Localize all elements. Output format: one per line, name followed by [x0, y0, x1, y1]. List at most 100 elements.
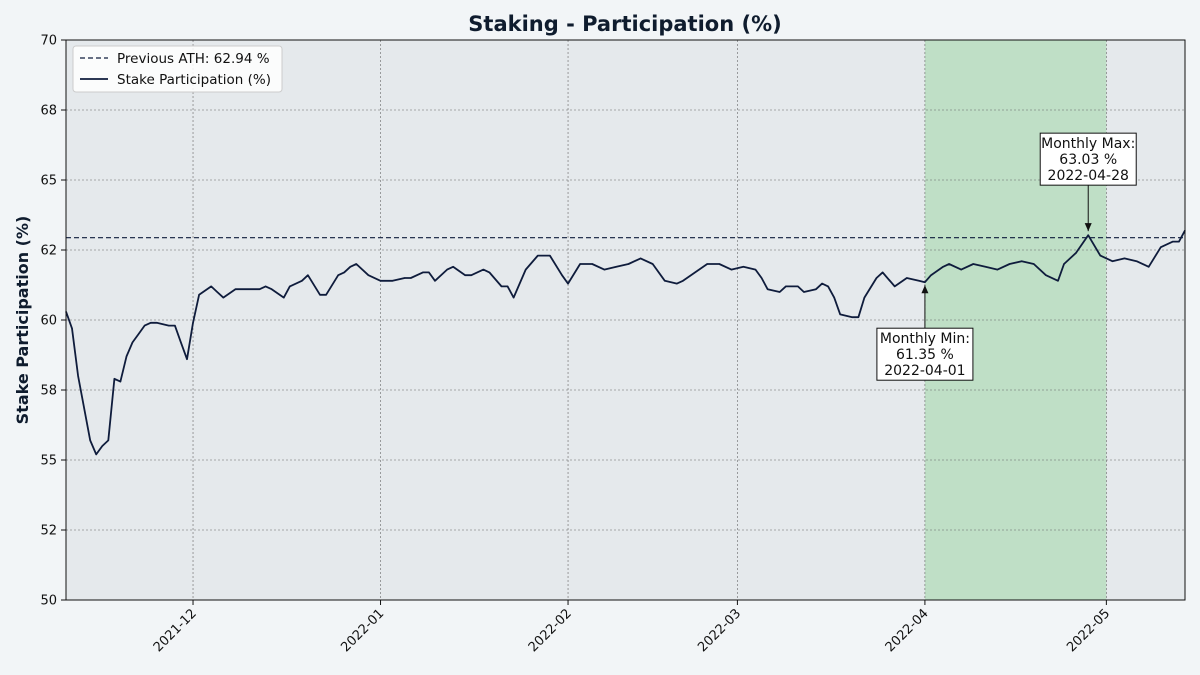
data-point: [525, 269, 527, 271]
data-point: [186, 358, 188, 360]
annotation-text: 61.35 %: [896, 347, 954, 363]
data-point: [561, 274, 563, 276]
data-point: [875, 277, 878, 279]
data-point: [640, 257, 642, 259]
data-point: [392, 280, 394, 282]
data-point: [482, 269, 484, 271]
data-point: [549, 255, 551, 257]
data-point: [325, 294, 327, 296]
data-point: [428, 271, 430, 273]
data-point: [1033, 263, 1035, 265]
y-tick-label: 50: [40, 594, 57, 609]
data-point: [1178, 241, 1180, 243]
annotation-box: [876, 327, 974, 381]
data-point: [1057, 280, 1059, 282]
data-point: [603, 269, 605, 271]
data-point: [579, 263, 581, 265]
data-point: [918, 280, 920, 282]
data-point: [95, 453, 97, 455]
data-point: [216, 291, 218, 293]
data-point: [615, 266, 618, 268]
data-point: [131, 341, 134, 343]
data-point: [258, 288, 261, 290]
data-point: [664, 280, 666, 282]
data-point: [410, 277, 412, 279]
data-point: [839, 313, 841, 315]
annotation-text: Monthly Max:: [1041, 136, 1135, 152]
y-tick-label: 52: [40, 524, 57, 539]
data-point: [379, 280, 382, 282]
data-point: [192, 322, 194, 324]
data-point: [676, 283, 678, 285]
annotation-arrowhead: [921, 285, 929, 294]
x-tick-label: 2022-01: [338, 606, 387, 655]
data-point: [488, 271, 491, 273]
data-point: [960, 269, 962, 271]
data-point: [833, 297, 835, 299]
y-tick-label: 58: [40, 384, 57, 399]
data-point: [1063, 263, 1065, 265]
data-point: [996, 269, 999, 271]
data-point: [730, 269, 732, 271]
data-point: [506, 285, 509, 287]
x-tick-label: 2021-12: [151, 606, 200, 655]
data-point: [797, 285, 799, 287]
data-point: [924, 281, 926, 283]
data-point: [301, 280, 303, 282]
data-point: [942, 266, 944, 268]
data-point: [1160, 246, 1162, 248]
data-point: [760, 277, 763, 279]
data-point: [1075, 252, 1077, 254]
data-point: [803, 291, 805, 293]
data-point: [125, 355, 128, 357]
data-point: [1045, 274, 1047, 276]
data-point: [144, 325, 146, 327]
data-point: [319, 294, 321, 296]
annotation-arrowhead: [1084, 223, 1092, 232]
legend-label-ath: Previous ATH: 62.94 %: [117, 51, 270, 67]
data-point: [742, 266, 745, 268]
data-point: [1087, 234, 1089, 236]
data-point: [1136, 260, 1138, 262]
data-point: [174, 325, 176, 327]
annotation-text: 2022-04-01: [884, 363, 965, 379]
data-point: [1123, 257, 1126, 259]
x-tick-label: 2022-05: [1064, 606, 1113, 655]
x-tick-label: 2022-04: [883, 606, 932, 655]
data-point: [71, 327, 73, 329]
data-point: [101, 445, 103, 447]
data-point: [1021, 260, 1023, 262]
data-point: [464, 274, 466, 276]
data-point: [1111, 260, 1114, 262]
data-point: [718, 263, 720, 265]
legend-label-series: Stake Participation (%): [117, 72, 271, 88]
data-point: [271, 288, 273, 290]
data-point: [210, 285, 212, 287]
data-point: [265, 285, 267, 287]
data-point: [1172, 241, 1174, 243]
data-point: [930, 274, 932, 276]
data-point: [422, 271, 424, 273]
data-point: [150, 322, 152, 324]
data-point: [682, 280, 684, 282]
data-point: [815, 288, 817, 290]
y-tick-label: 60: [40, 314, 57, 329]
data-point: [283, 297, 285, 299]
data-point: [137, 333, 140, 335]
data-point: [591, 263, 593, 265]
data-point: [337, 274, 339, 276]
data-point: [289, 285, 291, 287]
data-point: [107, 439, 109, 441]
data-point: [627, 263, 630, 265]
data-point: [863, 297, 866, 299]
data-point: [972, 263, 974, 265]
data-point: [119, 381, 122, 383]
data-point: [706, 263, 708, 265]
data-point: [851, 316, 853, 318]
data-point: [349, 266, 351, 268]
annotation: Monthly Min:61.35 %2022-04-01: [876, 285, 974, 381]
data-point: [948, 263, 950, 265]
data-point: [89, 439, 91, 441]
y-tick-label: 55: [40, 454, 57, 469]
